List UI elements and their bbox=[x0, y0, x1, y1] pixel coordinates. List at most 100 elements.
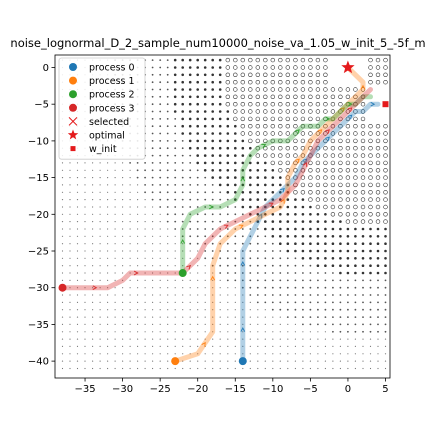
grid-dot bbox=[152, 250, 153, 251]
grid-dot bbox=[107, 243, 108, 244]
grid-dot bbox=[316, 88, 320, 92]
grid-dot bbox=[84, 331, 85, 332]
grid-dot bbox=[354, 161, 358, 165]
grid-dot bbox=[249, 191, 252, 194]
grid-dot bbox=[196, 81, 199, 84]
grid-dot bbox=[220, 280, 221, 281]
grid-dot bbox=[287, 316, 289, 318]
grid-dot bbox=[370, 368, 371, 369]
grid-dot bbox=[263, 110, 267, 114]
grid-dot bbox=[294, 88, 298, 92]
grid-dot bbox=[339, 132, 343, 136]
grid-dot bbox=[354, 257, 357, 260]
grid-dot bbox=[346, 205, 350, 209]
grid-dot bbox=[92, 331, 93, 332]
grid-dot bbox=[324, 264, 327, 267]
grid-dot bbox=[234, 176, 237, 179]
grid-dot bbox=[265, 368, 266, 369]
grid-dot bbox=[189, 59, 192, 62]
grid-dot bbox=[376, 205, 380, 209]
grid-dot bbox=[122, 331, 123, 332]
grid-dot bbox=[160, 258, 161, 259]
grid-dot bbox=[278, 66, 282, 70]
grid-dot bbox=[182, 162, 184, 164]
grid-dot bbox=[190, 294, 191, 295]
grid-dot bbox=[189, 118, 192, 121]
grid-dot bbox=[249, 176, 252, 179]
grid-dot bbox=[376, 168, 380, 172]
grid-dot bbox=[286, 95, 290, 99]
grid-dot bbox=[302, 353, 303, 354]
grid-dot bbox=[354, 228, 357, 231]
grid-dot bbox=[189, 162, 191, 164]
grid-dot bbox=[310, 324, 312, 326]
grid-dot bbox=[160, 309, 161, 310]
grid-dot bbox=[287, 324, 288, 325]
grid-dot bbox=[287, 272, 289, 274]
grid-dot bbox=[241, 124, 245, 128]
grid-dot bbox=[376, 183, 380, 187]
grid-dot bbox=[369, 58, 373, 62]
grid-dot bbox=[233, 66, 237, 70]
grid-dot bbox=[115, 206, 116, 207]
grid-dot bbox=[309, 73, 313, 77]
grid-dot bbox=[287, 294, 289, 296]
grid-dot bbox=[287, 257, 289, 259]
grid-dot bbox=[77, 236, 78, 237]
grid-dot bbox=[346, 183, 350, 187]
grid-dot bbox=[204, 169, 207, 172]
grid-dot bbox=[167, 133, 169, 135]
grid-dot bbox=[226, 58, 230, 62]
grid-dot bbox=[84, 272, 85, 273]
grid-dot bbox=[227, 368, 228, 369]
grid-dot bbox=[385, 316, 387, 318]
grid-dot bbox=[160, 280, 161, 281]
grid-dot bbox=[369, 220, 373, 224]
grid-dot bbox=[347, 287, 349, 289]
grid-dot bbox=[122, 243, 123, 244]
grid-dot bbox=[62, 339, 63, 340]
grid-dot bbox=[145, 250, 146, 251]
grid-dot bbox=[226, 88, 230, 92]
grid-dot bbox=[122, 309, 123, 310]
grid-dot bbox=[384, 272, 387, 275]
grid-dot bbox=[84, 258, 85, 259]
grid-dot bbox=[137, 309, 138, 310]
grid-dot bbox=[227, 162, 230, 165]
grid-dot bbox=[361, 176, 365, 180]
grid-dot bbox=[145, 361, 146, 362]
grid-dot bbox=[233, 95, 237, 99]
grid-dot bbox=[181, 118, 184, 121]
grid-dot bbox=[264, 184, 267, 187]
grid-dot bbox=[264, 176, 267, 179]
grid-dot bbox=[384, 242, 387, 245]
grid-dot bbox=[77, 331, 78, 332]
grid-dot bbox=[257, 250, 259, 252]
grid-dot bbox=[220, 368, 221, 369]
grid-dot bbox=[137, 353, 138, 354]
grid-dot bbox=[107, 214, 108, 215]
grid-dot bbox=[264, 169, 267, 172]
grid-dot bbox=[204, 110, 207, 113]
grid-dot bbox=[181, 103, 184, 106]
grid-dot bbox=[316, 73, 320, 77]
grid-dot bbox=[107, 272, 108, 273]
grid-dot bbox=[369, 80, 373, 84]
w-init-marker bbox=[382, 101, 388, 107]
grid-dot bbox=[354, 132, 358, 136]
grid-dot bbox=[347, 309, 349, 311]
grid-dot bbox=[92, 184, 93, 185]
grid-dot bbox=[122, 199, 123, 200]
grid-dot bbox=[234, 272, 236, 274]
grid-dot bbox=[196, 66, 199, 69]
grid-dot bbox=[257, 198, 260, 201]
grid-dot bbox=[182, 309, 183, 310]
grid-dot bbox=[362, 324, 364, 326]
grid-dot bbox=[197, 346, 198, 347]
grid-dot bbox=[362, 235, 365, 238]
y-tick-label: −5 bbox=[34, 100, 49, 111]
grid-dot bbox=[189, 169, 191, 171]
grid-dot bbox=[227, 361, 228, 362]
grid-dot bbox=[249, 280, 251, 282]
grid-dot bbox=[286, 146, 290, 150]
